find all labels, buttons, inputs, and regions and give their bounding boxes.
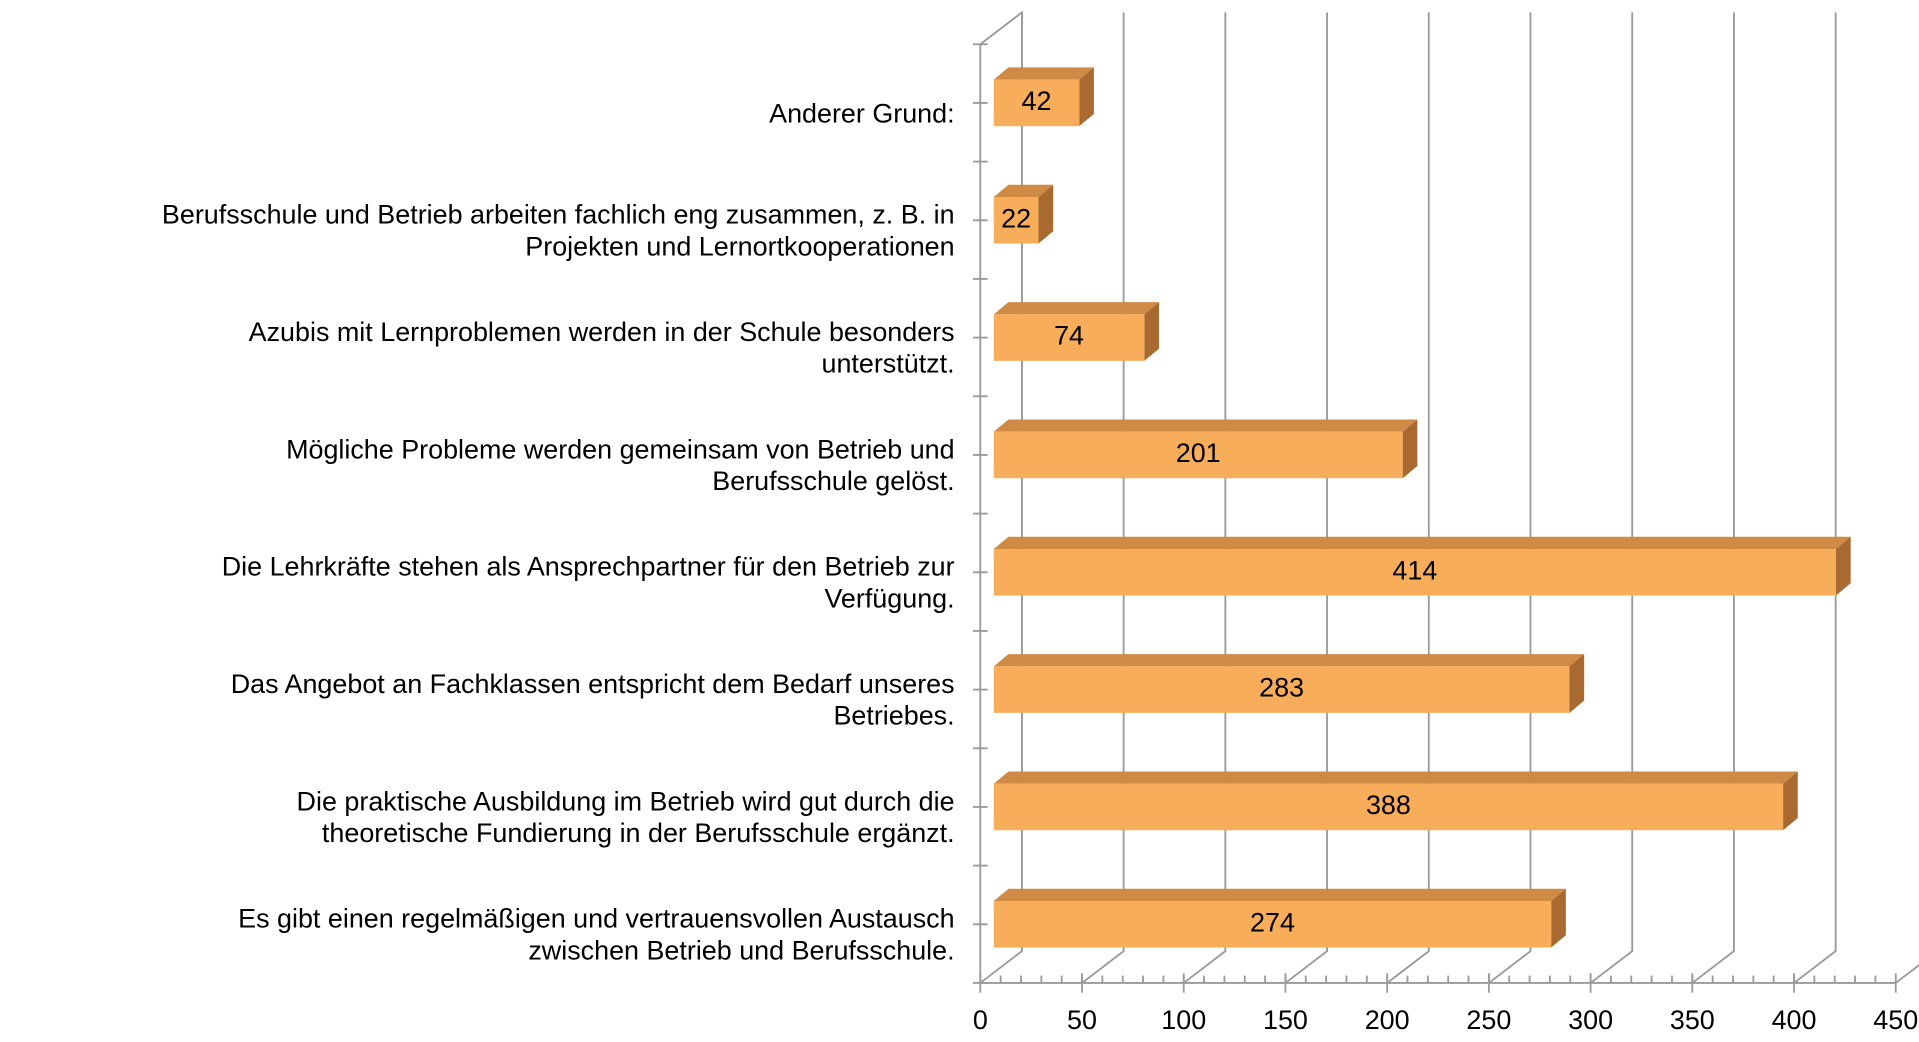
grid-line (1793, 12, 1837, 984)
x-tick-label: 400 (1772, 1005, 1817, 1035)
bar (993, 549, 1836, 596)
value-label: 414 (1392, 555, 1437, 585)
bar (993, 666, 1570, 713)
value-label: 74 (1054, 321, 1084, 351)
bar (993, 197, 1039, 244)
x-tick-label: 50 (1067, 1005, 1097, 1035)
x-tick-label: 150 (1263, 1005, 1308, 1035)
grid-line (1590, 12, 1634, 984)
category-label: Das Angebot an Fachklassen entspricht de… (231, 669, 955, 731)
bar-side (1551, 888, 1566, 948)
bar-top (993, 67, 1094, 80)
category-label: Die praktische Ausbildung im Betrieb wir… (297, 786, 955, 848)
value-label: 274 (1250, 907, 1295, 937)
bar-side (1144, 302, 1159, 361)
bar (993, 314, 1145, 361)
bar-top (993, 302, 1159, 315)
bar-top (993, 184, 1054, 198)
bar-side (1783, 771, 1798, 831)
bar-top (993, 888, 1566, 902)
bar (993, 431, 1403, 479)
bar (993, 79, 1080, 127)
x-tick-label: 100 (1161, 1005, 1206, 1035)
bar-side (1835, 536, 1851, 596)
left-wall (979, 10, 1023, 983)
grid-line (979, 12, 1023, 984)
value-label: 42 (1022, 86, 1052, 116)
value-label: 388 (1366, 790, 1411, 820)
category-label: Berufsschule und Betrieb arbeiten fachli… (162, 200, 955, 262)
value-label: 22 (1001, 203, 1031, 233)
grid-line (1081, 12, 1125, 984)
x-tick-label: 450 (1873, 1005, 1918, 1035)
x-tick-label: 250 (1466, 1005, 1511, 1035)
x-tick-label: 350 (1670, 1005, 1715, 1035)
bar (993, 783, 1784, 831)
grid-line (1488, 12, 1532, 984)
bar-side (1079, 67, 1094, 127)
x-tick-label: 0 (973, 1005, 988, 1035)
grid-line (1386, 12, 1430, 984)
category-label: Mögliche Probleme werden gemeinsam von B… (286, 434, 955, 496)
bar-side (1038, 184, 1054, 244)
x-tick-label: 300 (1568, 1005, 1613, 1035)
value-label: 283 (1259, 673, 1304, 703)
bar-side (1402, 419, 1418, 479)
value-label: 201 (1176, 438, 1221, 468)
bar-top (993, 654, 1585, 667)
category-label: Die Lehrkräfte stehen als Ansprechpartne… (222, 552, 955, 614)
grid-line (1284, 12, 1328, 984)
bar-side (1569, 654, 1585, 713)
bar-top (993, 419, 1418, 432)
bar (993, 901, 1552, 948)
grid-line (1183, 12, 1227, 984)
category-label: Es gibt einen regelmäßigen und vertrauen… (238, 904, 954, 966)
bar-top (993, 536, 1851, 550)
category-label: Anderer Grund: (769, 98, 954, 128)
category-label: Azubis mit Lernproblemen werden in der S… (249, 317, 955, 379)
grid-line (1691, 12, 1735, 984)
bar-top (993, 771, 1798, 784)
x-tick-label: 200 (1365, 1005, 1410, 1035)
grid-line (1895, 964, 1919, 984)
